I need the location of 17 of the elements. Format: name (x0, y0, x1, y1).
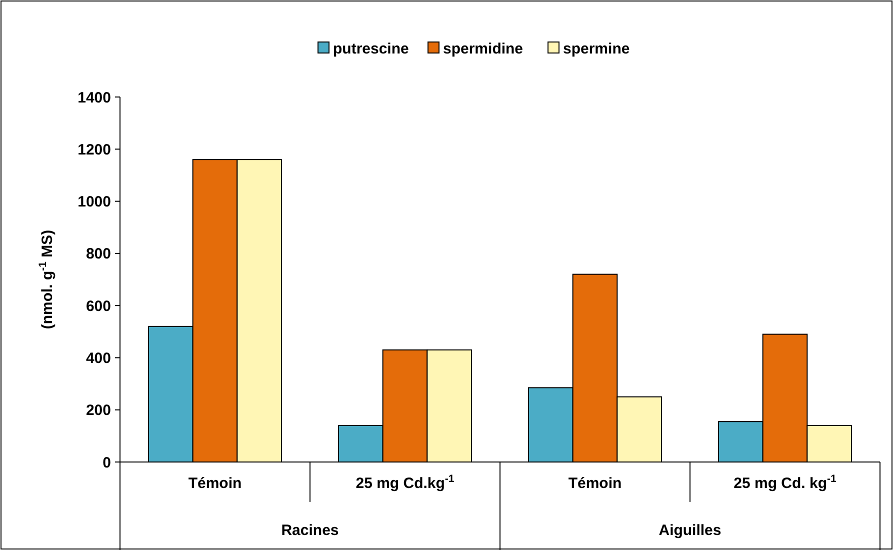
text: Racines (281, 522, 339, 539)
x-tick-label: Témoin (188, 475, 242, 492)
y-tick-label: 1400 (78, 89, 111, 106)
y-tick-label: 0 (102, 454, 111, 472)
legend-label: putrescine (333, 40, 409, 58)
text: Aiguilles (658, 522, 722, 539)
x-tick-label: Témoin (568, 475, 622, 492)
y-tick-label: 1200 (78, 141, 111, 158)
y-tick-label: 400 (86, 350, 111, 367)
x-tick-label: 25 mg Cd.kg$^{-1}$ (356, 473, 454, 492)
y-tick-label: 1000 (78, 194, 111, 211)
y-tick-label: 800 (86, 246, 111, 263)
y-tick-label: 200 (86, 402, 111, 420)
legend-label: spermine (563, 40, 630, 58)
x-tick-label: 25 mg Cd. kg$^{-1}$ (734, 473, 837, 492)
legend-label: spermidine (443, 40, 524, 58)
y-tick-label: 600 (86, 298, 111, 315)
